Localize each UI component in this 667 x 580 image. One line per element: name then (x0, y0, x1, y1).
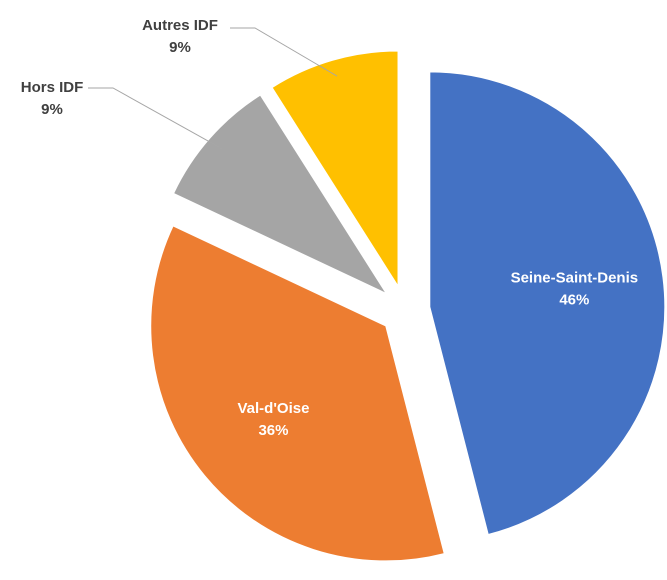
slice-label: Autres IDF (142, 17, 218, 34)
pie-slice (150, 225, 445, 562)
slice-label: Seine-Saint-Denis (511, 270, 639, 287)
pie-slice (172, 94, 388, 295)
leader-line (88, 87, 223, 150)
slice-label: Hors IDF (21, 79, 84, 96)
slice-value-label: 9% (169, 39, 191, 56)
slice-label: Val-d'Oise (238, 400, 310, 417)
pie-slice (271, 50, 399, 288)
leader-line (230, 27, 338, 77)
slice-value-label: 36% (258, 422, 288, 439)
pie-slice (429, 71, 666, 536)
slice-value-label: 46% (559, 292, 589, 309)
slice-value-label: 9% (41, 101, 63, 118)
